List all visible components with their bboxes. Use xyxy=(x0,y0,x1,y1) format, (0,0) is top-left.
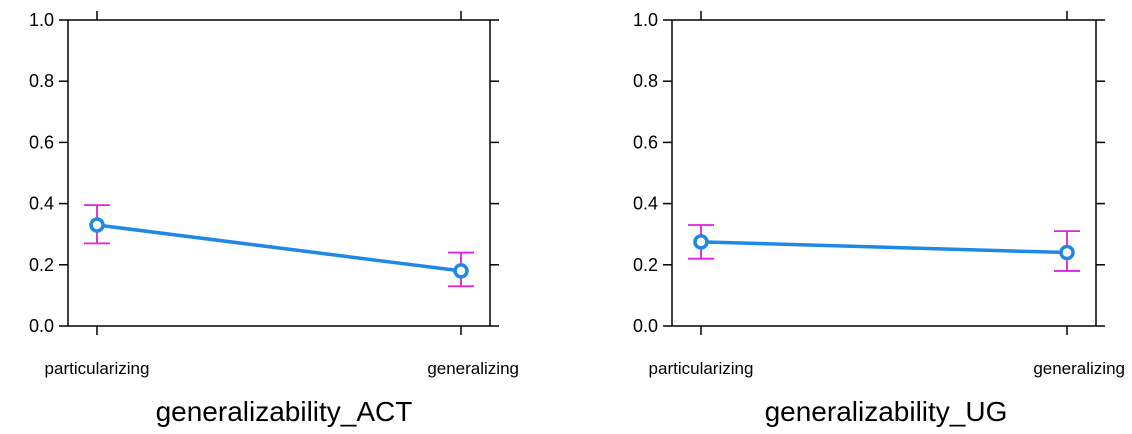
y-tick-label: 1.0 xyxy=(633,10,658,30)
y-tick-label: 0.6 xyxy=(633,132,658,152)
data-point xyxy=(453,263,469,279)
y-tick-label: 0.8 xyxy=(29,71,54,91)
series-line xyxy=(700,240,1068,255)
plot-frame xyxy=(671,19,1097,327)
x-axis-label: generalizability_UG xyxy=(765,396,1008,427)
y-tick-label: 0.2 xyxy=(633,255,658,275)
x-tick-label: particularizing xyxy=(45,359,150,378)
data-point xyxy=(89,217,105,233)
plot-frame xyxy=(67,19,491,327)
y-tick-label: 0.8 xyxy=(633,71,658,91)
x-tick-label: generalizing xyxy=(1033,359,1125,378)
y-tick-label: 0.0 xyxy=(29,316,54,336)
data-point xyxy=(693,234,709,250)
x-axis-label: generalizability_ACT xyxy=(156,396,413,427)
y-tick-label: 1.0 xyxy=(29,10,54,30)
x-tick-label: particularizing xyxy=(649,359,754,378)
y-tick-label: 0.4 xyxy=(29,194,54,214)
y-tick-label: 0.4 xyxy=(633,194,658,214)
y-tick-label: 0.2 xyxy=(29,255,54,275)
y-tick-label: 0.6 xyxy=(29,132,54,152)
chart-panel-ug: 0.0 0.2 0.4 0.6 0.8 1.0 particularizing general… xyxy=(633,10,1125,427)
chart-panel-act: 0.0 0.2 0.4 0.6 0.8 1.0 particularizing general… xyxy=(29,10,519,427)
data-point xyxy=(1059,244,1075,261)
series-line xyxy=(96,223,462,273)
x-tick-label: generalizing xyxy=(427,359,519,378)
y-tick-label: 0.0 xyxy=(633,316,658,336)
